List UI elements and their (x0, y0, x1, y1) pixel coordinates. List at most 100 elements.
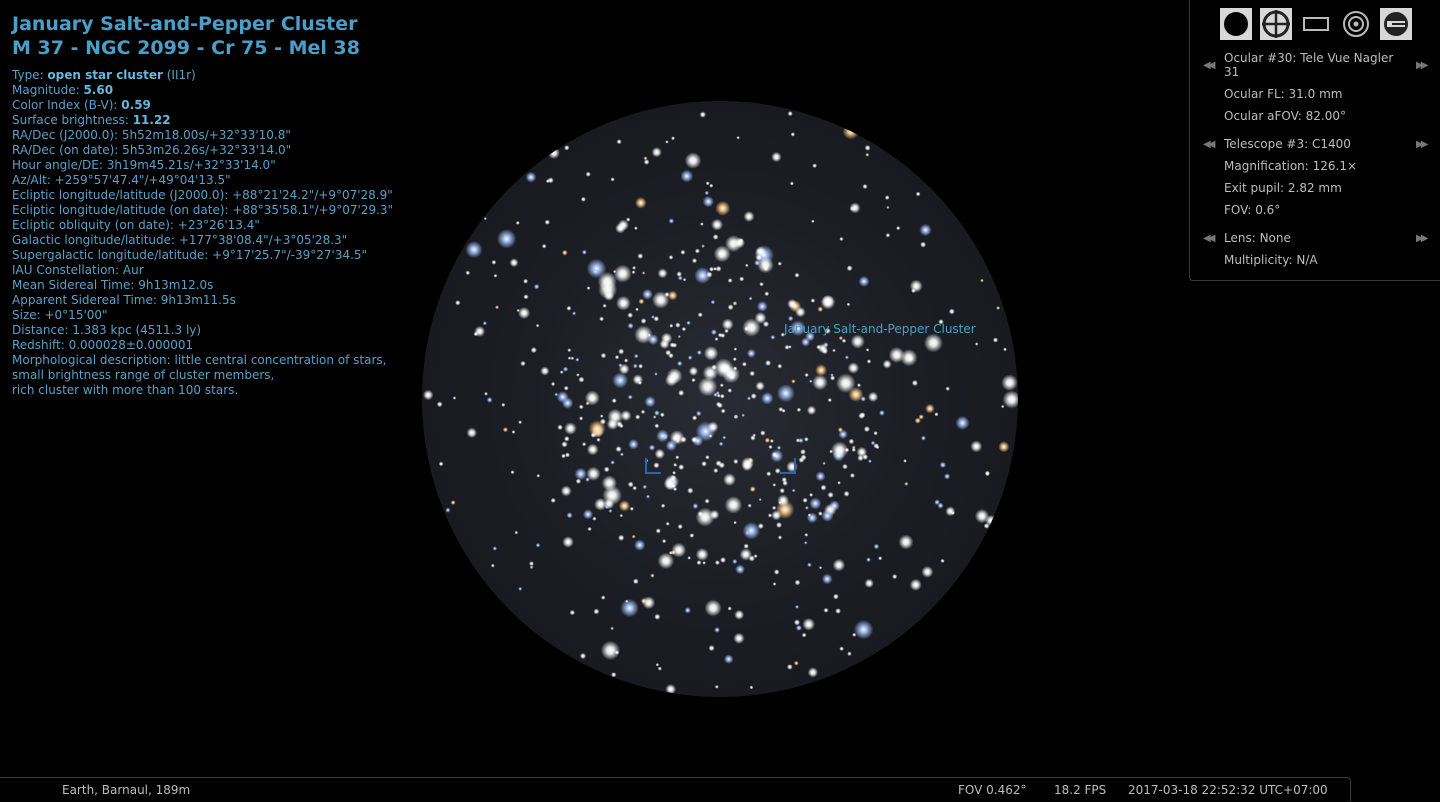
star[interactable] (795, 604, 799, 609)
star[interactable] (654, 423, 660, 429)
star[interactable] (807, 667, 819, 678)
star[interactable] (781, 408, 786, 413)
star[interactable] (585, 171, 591, 177)
star[interactable] (628, 439, 639, 450)
star[interactable] (579, 416, 584, 421)
star[interactable] (804, 533, 809, 537)
star[interactable] (529, 565, 534, 570)
star[interactable] (510, 470, 515, 475)
star[interactable] (804, 437, 809, 442)
star[interactable] (579, 652, 587, 660)
star[interactable] (727, 388, 733, 393)
star[interactable] (805, 506, 809, 510)
star[interactable] (509, 258, 519, 268)
star[interactable] (631, 534, 636, 539)
star[interactable] (642, 288, 653, 300)
star[interactable] (688, 366, 699, 376)
star[interactable] (692, 415, 698, 421)
star[interactable] (657, 666, 662, 671)
star[interactable] (911, 288, 916, 294)
star[interactable] (862, 183, 868, 190)
star[interactable] (1001, 404, 1005, 409)
star[interactable] (873, 543, 880, 550)
star[interactable] (715, 200, 731, 216)
star[interactable] (672, 470, 676, 475)
star[interactable] (779, 488, 785, 494)
star[interactable] (807, 562, 812, 568)
star[interactable] (692, 503, 699, 509)
star[interactable] (634, 539, 646, 551)
star[interactable] (671, 136, 675, 141)
star[interactable] (713, 245, 731, 263)
star[interactable] (520, 360, 526, 367)
star[interactable] (945, 506, 956, 517)
star[interactable] (748, 555, 755, 562)
star[interactable] (640, 597, 647, 605)
star[interactable] (652, 291, 670, 309)
star[interactable] (640, 409, 646, 414)
star[interactable] (864, 578, 874, 588)
star[interactable] (663, 477, 676, 490)
star[interactable] (790, 320, 806, 337)
star[interactable] (578, 404, 584, 410)
star[interactable] (734, 609, 745, 620)
star[interactable] (886, 205, 890, 210)
star[interactable] (732, 301, 738, 306)
ocular-view-icon[interactable] (1220, 8, 1252, 40)
star[interactable] (694, 267, 711, 284)
star[interactable] (618, 363, 623, 368)
star[interactable] (842, 122, 860, 140)
star[interactable] (761, 392, 774, 405)
star[interactable] (727, 304, 734, 311)
star[interactable] (680, 249, 686, 255)
star[interactable] (687, 355, 693, 360)
star[interactable] (864, 144, 871, 151)
star[interactable] (660, 503, 666, 508)
star[interactable] (801, 337, 811, 347)
star[interactable] (566, 512, 573, 519)
star[interactable] (668, 255, 674, 260)
star[interactable] (624, 358, 629, 363)
star[interactable] (665, 373, 678, 387)
star[interactable] (733, 632, 745, 644)
star[interactable] (626, 217, 631, 222)
star[interactable] (582, 509, 594, 520)
star[interactable] (562, 366, 569, 372)
star[interactable] (733, 347, 738, 351)
star[interactable] (634, 353, 639, 359)
star[interactable] (722, 435, 727, 440)
star[interactable] (654, 613, 661, 620)
star[interactable] (665, 140, 669, 144)
star[interactable] (657, 268, 668, 279)
star[interactable] (561, 249, 568, 256)
star[interactable] (600, 352, 607, 359)
star[interactable] (665, 683, 677, 695)
star[interactable] (691, 378, 696, 383)
star[interactable] (903, 459, 907, 463)
star[interactable] (614, 355, 620, 360)
star[interactable] (619, 452, 624, 457)
star[interactable] (611, 672, 617, 678)
star[interactable] (612, 372, 629, 389)
star[interactable] (741, 460, 753, 472)
star[interactable] (455, 300, 461, 306)
star[interactable] (784, 344, 790, 350)
star[interactable] (699, 111, 706, 118)
star[interactable] (863, 426, 870, 433)
star[interactable] (865, 348, 870, 352)
star[interactable] (739, 276, 745, 282)
star[interactable] (921, 565, 934, 578)
star[interactable] (756, 301, 768, 312)
star[interactable] (483, 216, 487, 221)
star[interactable] (669, 342, 675, 348)
star[interactable] (654, 372, 658, 376)
star[interactable] (518, 586, 523, 591)
star[interactable] (766, 471, 772, 477)
star[interactable] (771, 510, 782, 521)
star[interactable] (847, 362, 860, 374)
star[interactable] (850, 334, 865, 349)
star[interactable] (885, 233, 891, 238)
star[interactable] (667, 290, 678, 301)
star[interactable] (450, 500, 456, 506)
star[interactable] (868, 459, 872, 464)
